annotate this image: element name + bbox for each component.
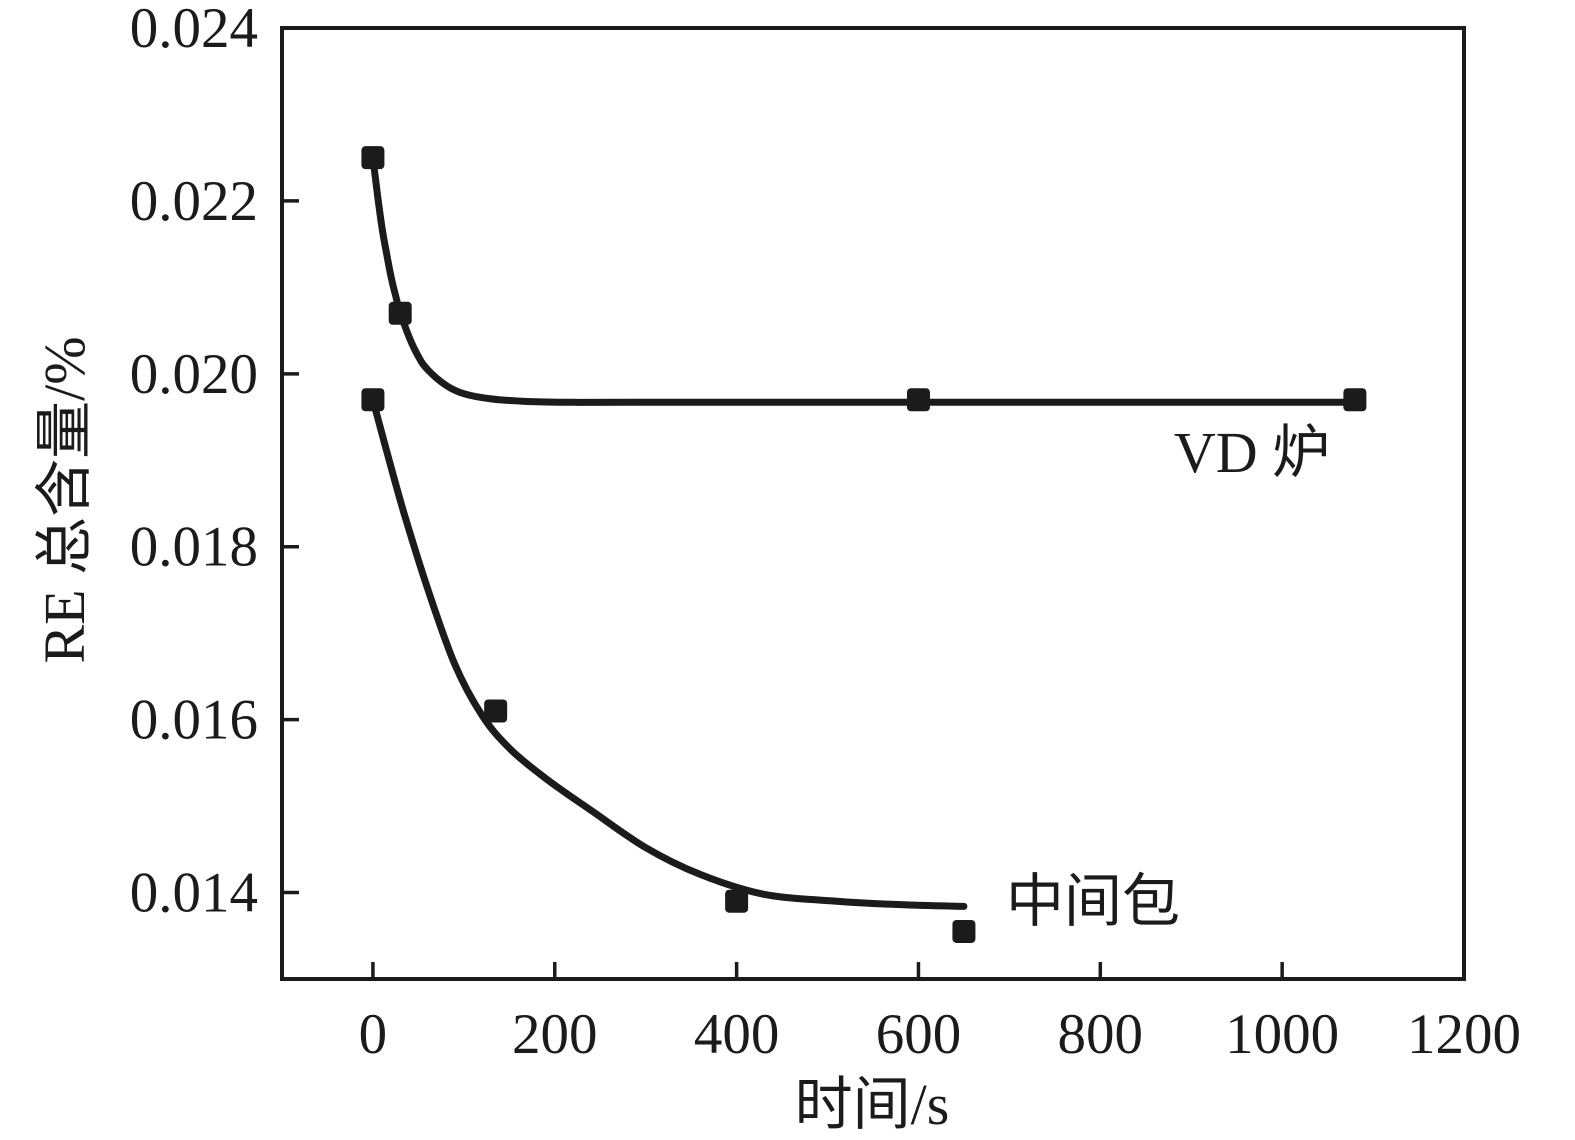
x-tick-label: 800 bbox=[1058, 1003, 1144, 1066]
x-tick-label: 0 bbox=[359, 1003, 388, 1066]
data-point-marker bbox=[952, 919, 976, 943]
data-point-marker bbox=[361, 146, 385, 170]
fit-curve-tundish bbox=[369, 396, 968, 910]
axis-ticks-layer bbox=[282, 26, 1466, 979]
x-axis-title: 时间/s bbox=[795, 1072, 950, 1137]
fit-curve-vd-furnace bbox=[369, 154, 1359, 406]
data-point-marker bbox=[906, 388, 930, 412]
series-label-vd-furnace: VD 炉 bbox=[1174, 420, 1330, 485]
data-point-marker bbox=[725, 889, 749, 913]
x-tick-label: 400 bbox=[694, 1003, 780, 1066]
y-tick-label: 0.018 bbox=[130, 516, 258, 579]
x-tick-label: 600 bbox=[876, 1003, 962, 1066]
x-tick-label: 1200 bbox=[1407, 1003, 1521, 1066]
fit-curves-layer bbox=[369, 154, 1359, 910]
y-tick-label: 0.016 bbox=[130, 689, 258, 752]
x-tick-label: 200 bbox=[512, 1003, 598, 1066]
y-tick-label: 0.024 bbox=[130, 0, 258, 60]
data-markers-layer bbox=[361, 146, 1367, 943]
series-label-tundish: 中间包 bbox=[1006, 869, 1180, 934]
y-axis-title: RE 总含量/% bbox=[32, 336, 97, 663]
x-tick-label: 1000 bbox=[1225, 1003, 1339, 1066]
y-tick-label: 0.014 bbox=[130, 862, 258, 925]
data-point-marker bbox=[484, 699, 508, 723]
y-tick-label: 0.022 bbox=[130, 170, 258, 233]
data-point-marker bbox=[361, 388, 385, 412]
data-point-marker bbox=[1343, 388, 1367, 412]
y-tick-label: 0.020 bbox=[130, 343, 258, 406]
plot-border bbox=[280, 26, 1466, 981]
tick-labels-layer: 0 200 400 600 800 1000 1200 0.014 0.016 0.018 0.02… bbox=[130, 0, 1521, 1066]
data-point-marker bbox=[388, 301, 412, 325]
